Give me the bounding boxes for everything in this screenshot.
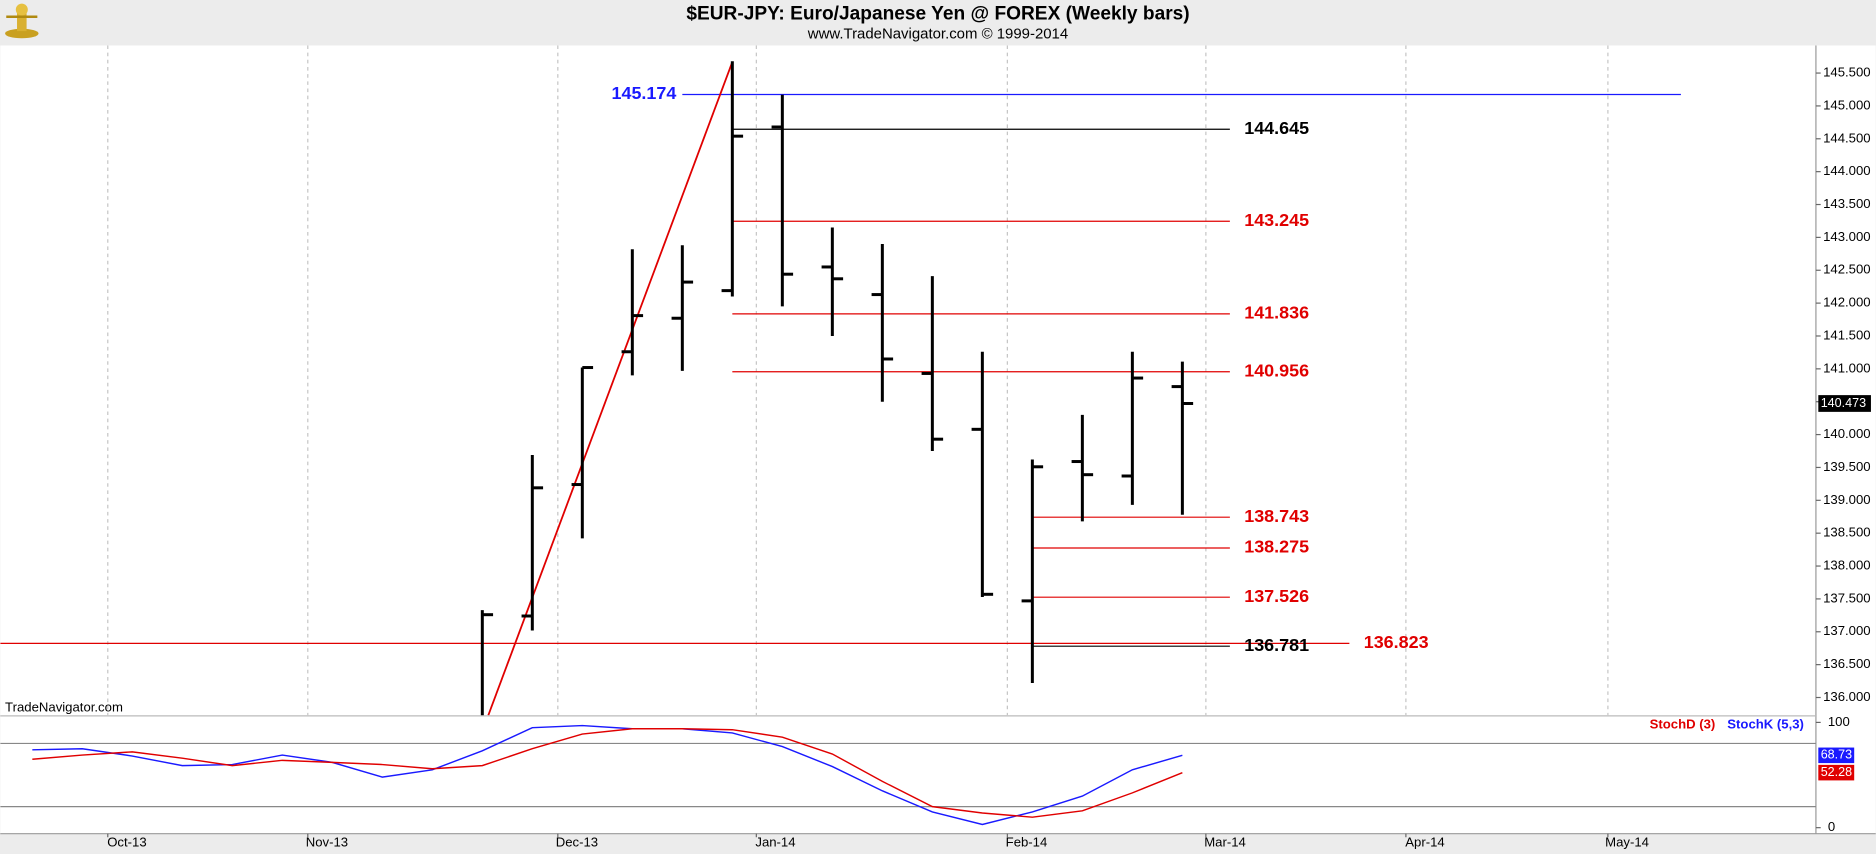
x-tick-label: Mar-14 xyxy=(1204,835,1246,850)
y-tick-label: 144.500 xyxy=(1823,130,1871,145)
level-label: 136.823 xyxy=(1364,632,1429,652)
logo xyxy=(5,3,39,39)
y-tick-label: 141.500 xyxy=(1823,327,1871,342)
level-label: 143.245 xyxy=(1244,210,1309,230)
chart-subtitle: www.TradeNavigator.com © 1999-2014 xyxy=(807,26,1068,43)
legend-label: StochK (5,3) xyxy=(1727,716,1804,731)
x-tick-label: Jan-14 xyxy=(755,835,795,850)
price-labels: 136.000 136.500 137.000 137.500 138.000 138.5… xyxy=(612,65,1871,704)
axis-area xyxy=(1815,45,1876,834)
last-value-label: 68.73 xyxy=(1821,748,1852,762)
x-tick-label: May-14 xyxy=(1605,835,1649,850)
level-label: 138.743 xyxy=(1244,506,1309,526)
y-tick-label: 142.500 xyxy=(1823,262,1871,277)
level-label: 140.956 xyxy=(1244,360,1309,380)
level-label: 141.836 xyxy=(1244,303,1309,323)
y-tick-label: 139.500 xyxy=(1823,459,1871,474)
y-tick-label: 142.000 xyxy=(1823,295,1871,310)
last-value-label: 140.473 xyxy=(1821,396,1866,410)
y-tick-label: 0 xyxy=(1828,819,1835,834)
y-tick-label: 145.000 xyxy=(1823,97,1871,112)
level-label: 145.174 xyxy=(612,83,677,103)
y-tick-label: 144.000 xyxy=(1823,163,1871,178)
y-tick-label: 136.500 xyxy=(1823,656,1871,671)
y-tick-label: 137.000 xyxy=(1823,623,1871,638)
price-panel xyxy=(0,45,1681,716)
level-label: 138.275 xyxy=(1244,537,1309,557)
last-value-box xyxy=(1818,395,1871,412)
y-tick-label: 136.000 xyxy=(1823,689,1871,704)
y-tick-label: 137.500 xyxy=(1823,590,1871,605)
legend-label: StochD (3) xyxy=(1650,716,1716,731)
y-tick-label: 100 xyxy=(1828,714,1850,729)
plot-area xyxy=(0,45,1816,834)
stoch-labels: 0 100 Oct-13 Nov-13 Dec-13 Jan-14 Feb-14 Mar-14… xyxy=(107,714,1855,850)
y-tick-label: 145.500 xyxy=(1823,65,1871,80)
last-value-label: 52.28 xyxy=(1821,765,1852,779)
chart-title: $EUR-JPY: Euro/Japanese Yen @ FOREX (Wee… xyxy=(686,3,1189,24)
stoch-line xyxy=(32,728,1183,818)
last-value-box xyxy=(1818,764,1855,781)
y-tick-label: 143.500 xyxy=(1823,196,1871,211)
watermark: TradeNavigator.com xyxy=(5,700,123,715)
trendline xyxy=(487,61,734,716)
x-tick-label: Dec-13 xyxy=(556,835,598,850)
y-tick-label: 141.000 xyxy=(1823,360,1871,375)
y-tick-label: 138.000 xyxy=(1823,558,1871,573)
y-tick-label: 140.000 xyxy=(1823,426,1871,441)
level-label: 144.645 xyxy=(1244,118,1309,138)
level-label: 136.781 xyxy=(1244,635,1309,655)
level-label: 137.526 xyxy=(1244,586,1309,606)
y-tick-label: 138.500 xyxy=(1823,525,1871,540)
y-tick-label: 139.000 xyxy=(1823,492,1871,507)
last-value-box xyxy=(1818,747,1855,764)
stoch-panel xyxy=(0,724,1816,826)
y-tick-label: 143.000 xyxy=(1823,229,1871,244)
x-tick-label: Feb-14 xyxy=(1006,835,1048,850)
x-tick-label: Oct-13 xyxy=(107,835,146,850)
x-tick-label: Nov-13 xyxy=(306,835,348,850)
x-tick-label: Apr-14 xyxy=(1405,835,1444,850)
